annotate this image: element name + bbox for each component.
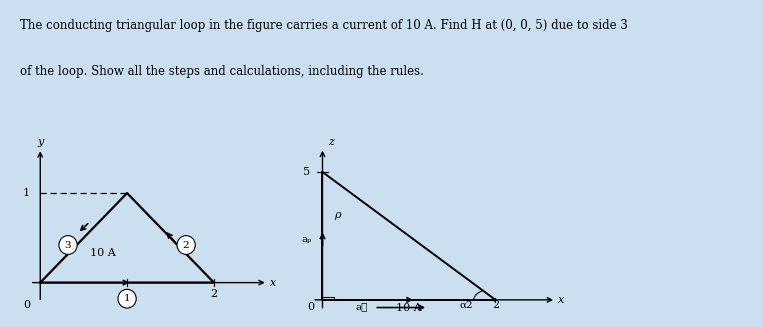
Text: α2: α2 [459, 301, 473, 310]
Text: 0: 0 [24, 300, 31, 310]
Text: 10 A: 10 A [396, 302, 422, 313]
Text: 3: 3 [65, 241, 72, 250]
Circle shape [177, 236, 195, 254]
Circle shape [118, 289, 137, 308]
Text: 0: 0 [307, 301, 314, 312]
Text: 1: 1 [23, 188, 30, 198]
Text: y: y [37, 137, 43, 146]
Text: x: x [558, 295, 564, 305]
Text: 10 A: 10 A [90, 248, 116, 258]
Text: 5: 5 [303, 167, 311, 177]
Text: 2: 2 [492, 300, 499, 310]
Text: 1: 1 [124, 294, 130, 303]
Text: 2: 2 [183, 241, 189, 250]
Text: z: z [329, 137, 334, 147]
Text: aℓ: aℓ [355, 302, 368, 312]
Text: The conducting triangular loop in the figure carries a current of 10 A. Find H a: The conducting triangular loop in the fi… [21, 19, 628, 32]
Text: of the loop. Show all the steps and calculations, including the rules.: of the loop. Show all the steps and calc… [21, 65, 424, 78]
Text: ρ: ρ [333, 210, 340, 220]
Text: 1: 1 [124, 289, 130, 299]
Text: 2: 2 [211, 289, 217, 299]
Text: aₚ: aₚ [301, 235, 311, 244]
Text: x: x [270, 278, 277, 288]
Circle shape [59, 236, 77, 254]
